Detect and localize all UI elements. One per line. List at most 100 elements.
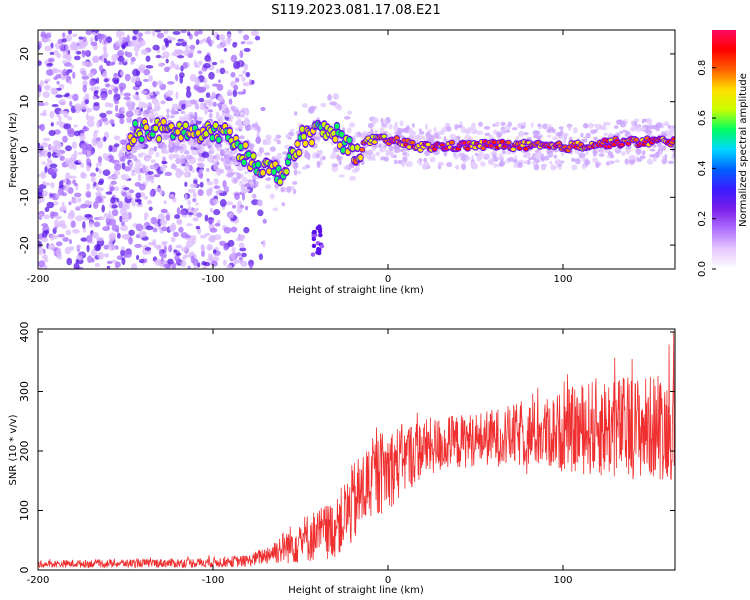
spectrogram-noise-cell — [72, 33, 78, 38]
spectrogram-ridge-cell — [334, 123, 340, 130]
spectrogram-noise-cell — [125, 212, 131, 220]
spectrogram-noise-cell — [103, 244, 110, 250]
spectrogram-noise-cell — [170, 222, 177, 231]
spectrogram-noise-cell — [131, 263, 138, 269]
spectrogram-ridge-peak — [619, 143, 624, 146]
spectrogram-noise-cell — [119, 207, 128, 216]
spectrogram-halo-cell — [367, 122, 374, 129]
spectrogram-noise-cell — [218, 34, 226, 42]
spectrogram-halo-cell — [533, 163, 540, 171]
spectrogram-halo-cell — [526, 151, 531, 158]
spectrogram-ridge-cell — [246, 151, 252, 158]
spectrogram-noise-cell — [165, 211, 170, 216]
spectrogram-noise-cell — [123, 96, 131, 101]
spectrogram-noise-cell — [145, 64, 154, 69]
spectrogram-noise-cell — [203, 77, 208, 84]
spectrogram-halo-cell — [603, 132, 609, 137]
spectrogram-noise-cell — [83, 227, 87, 233]
spectrogram-halo-cell — [532, 161, 536, 166]
spectrogram-halo-cell — [185, 154, 193, 160]
spectrogram-noise-cell — [56, 120, 64, 126]
spectrogram-noise-cell — [85, 112, 89, 121]
spectrogram-noise-cell — [82, 221, 86, 230]
spectrogram-halo-cell — [474, 128, 478, 134]
spectrogram-noise-cell — [65, 157, 69, 166]
spectrogram-halo-cell — [312, 152, 317, 159]
spectrogram-halo-cell — [292, 162, 298, 170]
spectrogram-noise-cell — [64, 246, 72, 255]
spectrogram-noise-cell — [81, 51, 86, 58]
spectrogram-halo-cell — [282, 151, 289, 155]
spectrogram-noise-cell — [201, 38, 209, 43]
spectrogram-halo-cell — [401, 160, 406, 168]
spectrogram-noise-cell — [109, 119, 115, 125]
spectrogram-noise-cell — [126, 191, 132, 200]
spectrogram-noise-cell — [135, 69, 140, 76]
spectrogram-halo-cell — [537, 150, 543, 157]
spectrogram-noise-cell — [72, 93, 79, 102]
spectrogram-halo-cell — [388, 123, 393, 130]
spectrogram-noise-cell — [95, 191, 102, 197]
spectrogram-halo-cell — [354, 166, 361, 172]
spectrogram-noise-cell — [190, 145, 194, 151]
spectrogram-noise-cell — [215, 68, 220, 74]
spectrogram-halo-cell — [507, 121, 512, 127]
spectrogram-noise-cell — [73, 183, 78, 187]
spectrogram-halo-cell — [190, 139, 194, 145]
spectrogram-halo-cell — [293, 111, 298, 116]
spectrogram-halo-cell — [630, 120, 635, 126]
spectrogram-halo-cell — [184, 161, 190, 168]
spectrogram-noise-cell — [71, 141, 77, 149]
spectrogram-noise-cell — [108, 89, 113, 95]
spectrogram-noise-cell — [197, 50, 202, 54]
spectrogram-halo-cell — [492, 154, 497, 159]
spectrogram-halo-cell — [562, 138, 567, 145]
spectrogram-noise-cell — [68, 80, 73, 85]
spectrogram-ridge-cell — [295, 141, 300, 147]
spectrogram-noise-cell — [244, 205, 249, 211]
spectrogram-noise-cell — [113, 97, 117, 102]
spectrogram-noise-cell — [138, 230, 146, 238]
spectrogram-noise-cell — [143, 69, 151, 76]
spectrogram-noise-cell — [128, 236, 133, 245]
spectrogram-noise-cell — [105, 191, 113, 195]
spectrogram-noise-cell — [91, 232, 99, 239]
spectrogram-halo-cell — [416, 159, 421, 164]
spectrogram-ridge-peak — [500, 140, 505, 143]
spectrogram-noise-cell — [119, 117, 125, 125]
spectrogram-noise-cell — [74, 192, 82, 198]
spectrogram-noise-cell — [209, 207, 214, 213]
spectrogram-noise-cell — [131, 75, 136, 84]
spectrogram-halo-cell — [499, 161, 504, 168]
spectrogram-noise-cell — [91, 139, 98, 147]
spectrogram-noise-cell — [154, 187, 163, 193]
spectrogram-noise-cell — [61, 38, 67, 43]
spectrogram-halo-cell — [494, 121, 500, 127]
spectrogram-noise-cell — [113, 163, 122, 171]
spectrogram-halo-cell — [405, 160, 413, 168]
spectrogram-noise-cell — [66, 54, 72, 62]
spectrogram-patch-cell — [311, 236, 317, 242]
spectrogram-halo-cell — [437, 161, 445, 167]
spectrogram-heatmap — [38, 30, 675, 269]
spectrogram-halo-cell — [414, 136, 422, 144]
spectrogram-noise-cell — [198, 70, 203, 75]
spectrogram-noise-cell — [218, 106, 222, 111]
spectrogram-halo-cell — [584, 159, 591, 166]
spectrogram-noise-cell — [213, 178, 219, 185]
spectrogram-noise-cell — [206, 181, 213, 186]
spectrogram-ridge-cell — [213, 122, 219, 129]
spectrogram-noise-cell — [62, 50, 69, 58]
spectrogram-noise-cell — [84, 93, 90, 100]
spectrogram-noise-cell — [48, 168, 55, 176]
spectrogram-noise-cell — [79, 67, 87, 75]
snr-series-line — [38, 332, 675, 569]
spectrogram-noise-cell — [53, 234, 59, 240]
spectrogram-halo-cell — [251, 193, 257, 199]
spectrogram-noise-cell — [138, 258, 146, 264]
spectrogram-noise-cell — [216, 83, 224, 91]
spectrogram-halo-cell — [669, 126, 675, 134]
spectrogram-noise-cell — [143, 195, 148, 200]
spectrogram-noise-cell — [242, 81, 250, 87]
